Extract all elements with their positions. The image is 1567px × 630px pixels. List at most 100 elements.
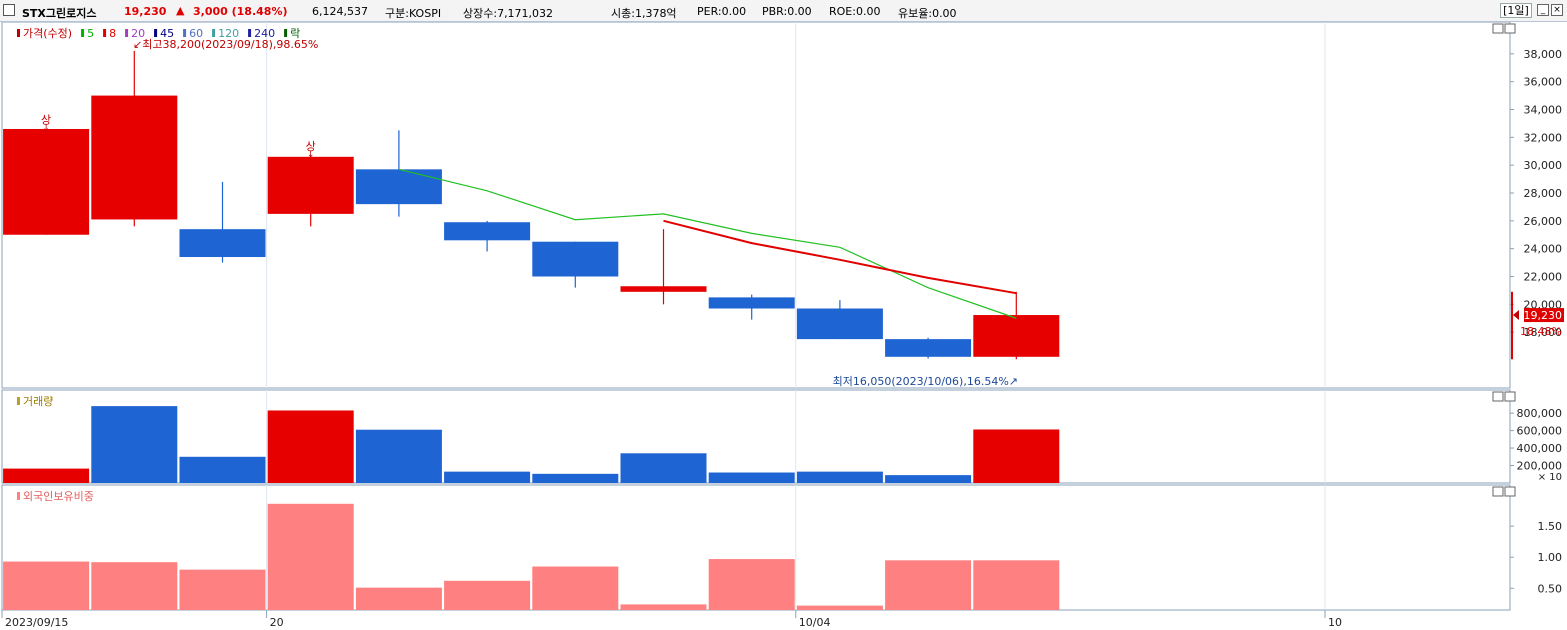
foreign-ratio-bar <box>796 605 883 610</box>
legend-swatch <box>154 29 158 37</box>
per-value: PER:0.00 <box>697 5 747 18</box>
volume-bar <box>267 410 354 483</box>
panel-frame <box>1 22 1511 389</box>
legend-swatch <box>17 29 20 37</box>
date-axis-label: 10/04 <box>799 616 831 629</box>
legend-item: 가격(수정) <box>23 27 72 40</box>
foreign-ratio-bar <box>355 587 442 610</box>
market-type: 구분:KOSPI <box>385 7 442 20</box>
high-price-annotation: ↙최고38,200(2023/09/18),98.65% <box>133 38 318 51</box>
foreign-ratio-bar <box>3 561 90 610</box>
legend-item: 20 <box>131 27 145 40</box>
foreign-ratio-bar <box>267 503 354 610</box>
current-price: 19,230 <box>124 5 167 18</box>
volume-bar <box>620 453 707 483</box>
minimize-icon[interactable]: _ <box>1537 4 1549 16</box>
volume-bar <box>355 429 442 483</box>
foreign-ratio-bar <box>444 580 531 610</box>
close-icon[interactable]: × <box>1551 4 1563 16</box>
panel-minimize-icon <box>1492 486 1504 497</box>
ma5-line <box>398 168 1017 319</box>
reserve-ratio: 유보율:0.00 <box>898 7 957 20</box>
legend-swatch <box>103 29 107 37</box>
limit-up-marker: 상 <box>306 140 316 153</box>
volume-bar <box>708 472 795 483</box>
ma8-line <box>663 219 1017 295</box>
legend-item: 락 <box>290 27 300 40</box>
date-axis-label: 20 <box>270 616 284 629</box>
trade-volume: 6,124,537 <box>312 5 368 18</box>
price-tick-label: 24,000 <box>1524 243 1563 256</box>
price-tick-label: 34,000 <box>1524 104 1563 117</box>
candle-body <box>885 339 972 357</box>
date-axis-label: 2023/09/15 <box>5 616 68 629</box>
candle-body <box>444 222 531 241</box>
foreign-ratio-bar <box>973 560 1060 610</box>
candle-body <box>708 297 795 309</box>
volume-legend: 거래량 <box>23 395 53 408</box>
price-change: 3,000 (18.48%) <box>193 5 288 18</box>
legend-swatch <box>17 397 20 405</box>
price-tick-label: 38,000 <box>1524 48 1563 61</box>
volume-tick-label: 600,000 <box>1517 425 1563 438</box>
up-arrow-icon: ▲ <box>176 4 185 17</box>
candle-body <box>620 286 707 292</box>
limit-up-arrow-icon: ↓ <box>42 123 50 133</box>
candle-body <box>532 241 619 277</box>
volume-tick-label: 800,000 <box>1517 407 1563 420</box>
stock-chart[interactable]: 38,000 36,000 34,000 32,000 30,000 28,000 26,0… <box>0 22 1567 630</box>
foreign-tick-label: 1.00 <box>1538 551 1563 564</box>
price-tick-label: 18,000 <box>1524 326 1563 339</box>
roe-value: ROE:0.00 <box>829 5 881 18</box>
candle-body <box>3 128 90 235</box>
volume-bar <box>91 406 178 483</box>
last-price-tag <box>1524 308 1564 323</box>
volume-tick-label: 200,000 <box>1517 460 1563 473</box>
panel-maximize-icon <box>1504 391 1516 402</box>
candle-body <box>91 95 178 220</box>
volume-bar <box>796 471 883 483</box>
candle-body <box>267 156 354 214</box>
period-selector[interactable]: [1일] <box>1500 3 1532 18</box>
price-tick-label: 32,000 <box>1524 131 1563 144</box>
pbr-value: PBR:0.00 <box>762 5 812 18</box>
volume-bar <box>973 429 1060 483</box>
foreign-tick-label: 0.50 <box>1538 582 1563 595</box>
low-price-annotation: 최저16,050(2023/10/06),16.54%↗ <box>833 375 1018 388</box>
limit-up-marker: 상 <box>41 113 51 126</box>
candle-body <box>179 229 266 258</box>
legend-swatch <box>248 29 252 37</box>
volume-bar <box>532 473 619 483</box>
legend-item: 45 <box>160 27 174 40</box>
legend-item: 5 <box>87 27 94 40</box>
panel-minimize-icon <box>1492 391 1504 402</box>
volume-bar <box>3 468 90 483</box>
foreign-ratio-bar <box>708 559 795 610</box>
select-checkbox[interactable] <box>3 4 15 16</box>
volume-bar <box>885 475 972 483</box>
panel-maximize-icon <box>1504 486 1516 497</box>
last-price-value: 19,230 <box>1524 309 1563 322</box>
price-tick-label: 28,000 <box>1524 187 1563 200</box>
foreign-ratio-bar <box>620 604 707 610</box>
legend-item: 60 <box>189 27 203 40</box>
volume-tick-label: 400,000 <box>1517 442 1563 455</box>
panel-minimize-icon <box>1492 23 1504 34</box>
legend-swatch <box>212 29 216 37</box>
candle-body <box>796 308 883 340</box>
price-tick-label: 30,000 <box>1524 159 1563 172</box>
foreign-legend: 외국인보유비중 <box>23 490 94 503</box>
price-tick-label: 36,000 <box>1524 76 1563 89</box>
foreign-ratio-bar <box>532 566 619 610</box>
price-tick-label: 22,000 <box>1524 271 1563 284</box>
legend-swatch <box>284 29 288 37</box>
volume-bar <box>179 456 266 483</box>
panel-maximize-icon <box>1504 23 1516 34</box>
legend-item: 8 <box>109 27 116 40</box>
legend-swatch <box>81 29 85 37</box>
stock-name[interactable]: STX그린로지스 <box>22 7 97 20</box>
legend-item: 240 <box>254 27 275 40</box>
last-price-pointer-icon <box>1513 310 1519 321</box>
legend-swatch <box>17 492 20 500</box>
foreign-ratio-bar <box>91 562 178 610</box>
